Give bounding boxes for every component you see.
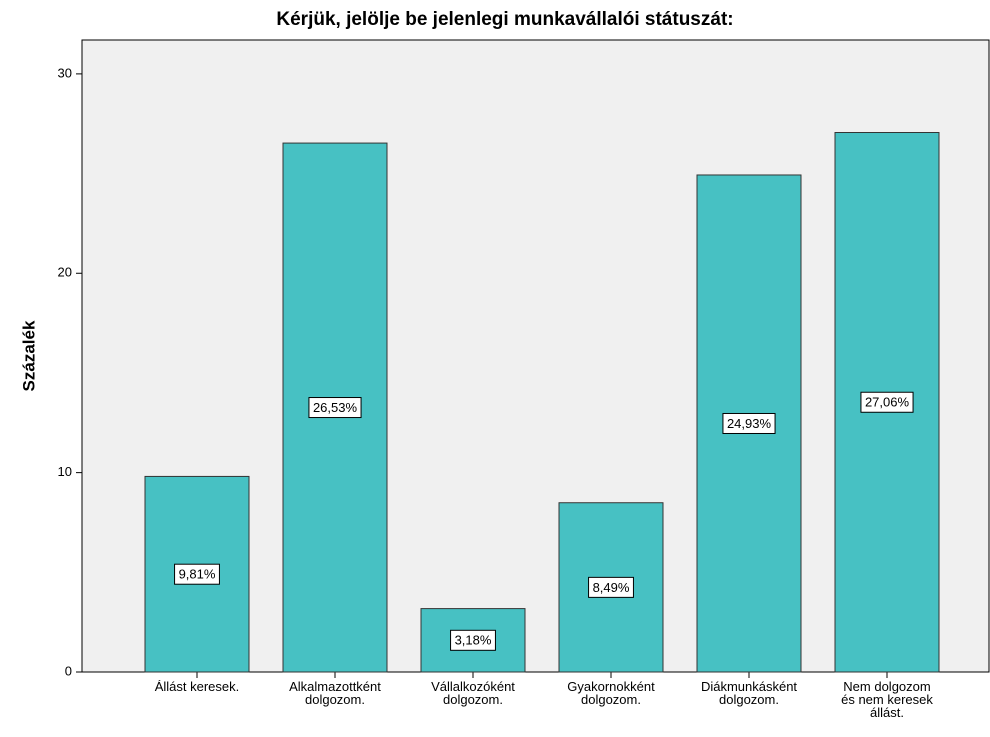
value-label: 9,81% <box>179 567 216 582</box>
x-tick-label: Gyakornokként dolgozom. <box>567 680 655 707</box>
x-tick-label: Nem dolgozom és nem keresek állást. <box>841 680 933 720</box>
value-label: 24,93% <box>727 416 772 431</box>
x-tick-label: Állást keresek. <box>154 680 240 694</box>
x-tick-label-box: Gyakornokként dolgozom. <box>567 680 655 707</box>
value-label-box <box>860 391 914 413</box>
x-tick-label: Alkalmazottként dolgozom. <box>289 680 381 707</box>
value-label-box <box>588 576 634 598</box>
y-tick-label: 10 <box>58 464 72 479</box>
value-label-box <box>308 397 362 419</box>
x-tick-label-box: Alkalmazottként dolgozom. <box>289 680 381 707</box>
y-tick-label: 30 <box>58 65 72 80</box>
x-tick-label-box: Diákmunkásként dolgozom. <box>700 680 798 707</box>
x-tick-label-box: Állást keresek. <box>154 680 240 694</box>
value-label: 8,49% <box>593 580 630 595</box>
y-tick-label: 0 <box>65 663 72 678</box>
x-tick-label: Diákmunkásként dolgozom. <box>700 680 798 707</box>
x-tick-label-box: Vállalkozóként dolgozom. <box>431 680 515 707</box>
value-label-box <box>450 629 496 651</box>
bar <box>696 174 802 673</box>
x-tick-label-box: Nem dolgozom és nem keresek állást. <box>841 680 933 720</box>
value-label: 27,06% <box>865 395 910 410</box>
value-label-box <box>722 412 776 434</box>
y-tick-label: 20 <box>58 265 72 280</box>
value-label: 26,53% <box>313 400 358 415</box>
value-label-box <box>174 563 220 585</box>
value-label: 3,18% <box>455 633 492 648</box>
y-axis-label: Százalék <box>19 320 38 391</box>
chart-title: Kérjük, jelölje be jelenlegi munkavállal… <box>276 9 733 30</box>
x-tick-label: Vállalkozóként dolgozom. <box>431 680 515 707</box>
